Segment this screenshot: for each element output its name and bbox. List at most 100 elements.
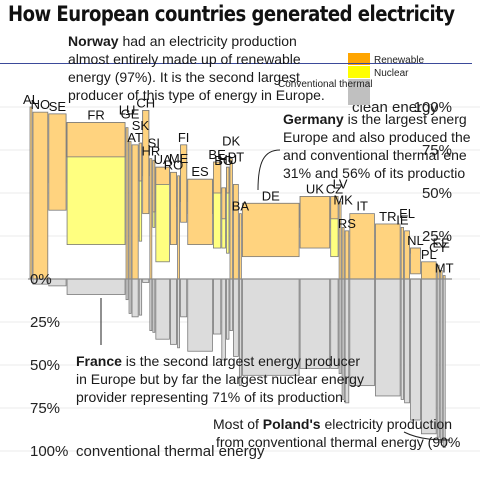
country-code-label: DK: [222, 134, 240, 149]
country-bars: [28, 106, 452, 448]
conventional-segment: [375, 278, 401, 397]
renewable-segment: [152, 159, 156, 213]
legend-label: Conventional thermal: [278, 79, 373, 90]
bar-ie: [400, 226, 404, 400]
y-upper-tick-label: 25%: [422, 228, 452, 245]
country-code-label: BA: [232, 199, 250, 214]
annotation-germany-line-1: Germany is the largest energ: [283, 111, 467, 127]
chart-title: How European countries generated electri…: [8, 2, 455, 26]
renewable-segment: [128, 140, 132, 280]
country-code-label: SI: [148, 135, 160, 150]
annotation-norway-line-3: energy (97%). It is the second largest: [68, 69, 300, 85]
annotation-poland-name: Poland's: [262, 416, 321, 432]
renewable-segment: [149, 158, 153, 280]
bar-it: [349, 213, 375, 387]
y-lower-tick-label: 25%: [30, 314, 60, 331]
annotation-poland-line-2: from conventional thermal energy (90%: [216, 434, 461, 450]
annotation-norway-name: Norway: [68, 33, 119, 49]
germany-leader: [257, 149, 281, 191]
conventional-segment: [241, 278, 300, 376]
conventional-segment: [180, 278, 188, 318]
country-code-label: EL: [399, 206, 415, 221]
renewable-segment: [177, 175, 180, 280]
poland-leader: [403, 431, 451, 441]
country-code-label: CZ: [326, 181, 343, 196]
bar-sk: [138, 142, 143, 316]
country-code-label: FI: [178, 130, 190, 145]
y-axis-labels: 100% 75% 50% 25% clean energy 0% 25% 50% 75% 100%…: [30, 99, 452, 460]
conventional-segment: [299, 278, 331, 369]
country-code-label: SE: [49, 99, 67, 114]
bar-de: [241, 202, 300, 376]
renewable-segment: [338, 201, 342, 280]
bar-ua: [155, 166, 170, 340]
annotation-france: France is the second largest energy prod…: [76, 352, 364, 406]
conventional-segment: [128, 278, 132, 314]
bar-ch: [142, 110, 150, 283]
y-lower-axis-label: conventional thermal energy: [76, 443, 265, 460]
bar-si: [152, 159, 156, 333]
legend-label: Nuclear: [374, 68, 409, 79]
bar-hu: [226, 166, 230, 340]
renewable-segment: [341, 226, 345, 280]
annotation-germany-line-2: Europe and also produced the: [283, 129, 471, 145]
renewable-segment: [131, 144, 139, 280]
renewable-segment: [138, 142, 143, 182]
renewable-segment: [238, 213, 242, 280]
country-code-label: NL: [407, 233, 424, 248]
country-code-label: PT: [228, 149, 245, 164]
renewable-segment: [299, 196, 331, 249]
country-code-label: RS: [338, 216, 356, 231]
country-code-label: UK: [306, 181, 324, 196]
annotation-norway: Norway had an electricity production alm…: [68, 32, 325, 104]
y-lower-tick-label: 0%: [30, 271, 52, 288]
conventional-segment: [400, 278, 404, 400]
renewable-segment: [169, 171, 177, 245]
renewable-segment: [221, 187, 226, 220]
bar-el: [404, 230, 410, 404]
conventional-segment: [169, 278, 177, 345]
bar-fr: [66, 122, 126, 295]
renewable-segment: [330, 196, 339, 220]
country-code-label: PL: [421, 247, 437, 262]
bar-bg: [221, 187, 226, 361]
annotation-norway-line-2: almost entirely made up of renewable: [68, 51, 301, 67]
bar-ge: [128, 140, 132, 314]
legend-swatch: [348, 53, 370, 65]
renewable-segment: [349, 213, 375, 280]
renewable-segment: [212, 161, 222, 194]
country-code-label: TR: [379, 209, 396, 224]
renewable-segment: [241, 202, 300, 258]
country-code-label: IT: [356, 199, 368, 214]
annotation-france-line-1: France is the second largest energy prod…: [76, 353, 361, 369]
annotation-germany-line-4: 31% and 56% of its productio: [283, 165, 466, 181]
country-code-label: AT: [127, 130, 143, 145]
conventional-segment: [420, 278, 437, 435]
conventional-segment: [349, 278, 375, 387]
y-upper-tick-label: 100%: [414, 99, 452, 116]
conventional-segment: [138, 278, 143, 316]
y-upper-tick-label: 50%: [422, 185, 452, 202]
conventional-segment: [66, 278, 126, 295]
renewable-segment: [142, 110, 150, 215]
country-code-label: AL: [23, 92, 39, 107]
country-code-label: FR: [87, 107, 104, 122]
bar-hr: [149, 158, 153, 331]
annotation-poland: Most of Poland's electricity production …: [213, 415, 460, 451]
conventional-segment: [436, 278, 440, 438]
bar-dk: [229, 158, 233, 331]
bar-ro: [169, 171, 177, 345]
country-code-label: MK: [333, 192, 353, 207]
country-code-label: LV: [333, 177, 348, 192]
renewable-segment: [400, 226, 404, 280]
country-code-label: EE: [433, 235, 451, 250]
renewable-segment: [29, 106, 33, 280]
bar-tr: [375, 223, 401, 397]
country-code-label: UA: [154, 152, 172, 167]
renewable-segment: [226, 166, 230, 194]
country-code-label: CH: [136, 95, 155, 110]
country-code-label: GE: [121, 106, 140, 121]
country-code-label: HR: [141, 144, 160, 159]
